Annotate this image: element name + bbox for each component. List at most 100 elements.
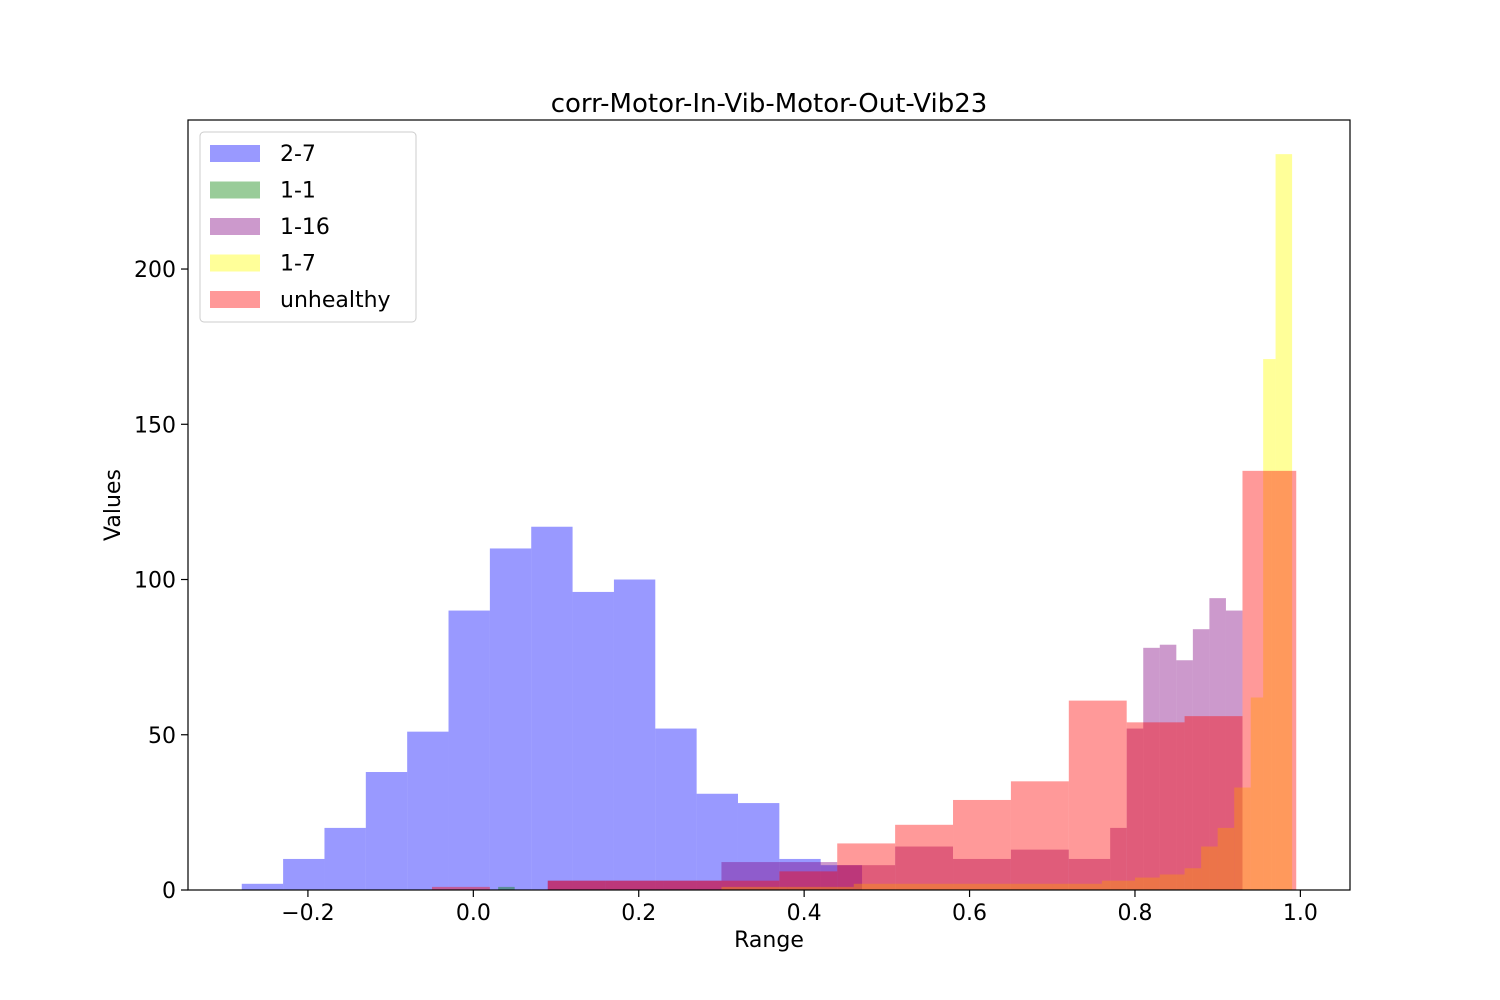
histogram-bar xyxy=(1110,827,1127,890)
histogram-bar xyxy=(721,880,780,890)
series-1-1 xyxy=(498,886,515,890)
histogram-bar xyxy=(1192,629,1210,890)
histogram-bar xyxy=(283,858,325,890)
y-tick-label: 150 xyxy=(134,413,176,438)
histogram-bar xyxy=(1184,868,1202,890)
legend-swatch xyxy=(210,218,260,235)
histogram-bar xyxy=(919,883,987,890)
histogram-bar xyxy=(986,883,1053,890)
legend-box xyxy=(199,131,417,323)
histogram-bar xyxy=(407,731,449,890)
x-axis: −0.2 0.0 0.2 0.4 0.6 0.8 1.0 xyxy=(281,890,1318,926)
histogram-bar xyxy=(1052,883,1102,890)
histogram-bar xyxy=(605,880,664,890)
histogram-bar xyxy=(613,579,656,890)
histogram-bar xyxy=(1209,598,1226,890)
histogram-bar xyxy=(853,883,920,890)
series-1-16 xyxy=(547,598,1243,890)
histogram-bar xyxy=(531,526,573,890)
histogram-bar xyxy=(241,883,284,890)
y-axis: 0 50 100 150 200 xyxy=(134,258,188,904)
histogram-bar xyxy=(779,858,821,890)
histogram-bar xyxy=(1143,647,1160,890)
histogram-bar xyxy=(820,865,863,890)
histogram-bar xyxy=(1184,716,1243,890)
x-tick-label: 0.0 xyxy=(456,901,491,926)
histogram-bar xyxy=(1101,880,1135,890)
histogram-bar xyxy=(1242,470,1272,890)
histogram-bar xyxy=(448,610,490,890)
histogram-bar xyxy=(431,886,490,890)
histogram-bar xyxy=(1271,470,1297,890)
histogram-bar xyxy=(547,880,606,890)
histogram-bar xyxy=(1010,781,1069,890)
histogram-bar xyxy=(1010,849,1069,890)
legend-swatch xyxy=(210,254,260,272)
y-tick-label: 0 xyxy=(162,879,176,904)
legend-label: 1-7 xyxy=(280,252,316,277)
legend-swatch xyxy=(210,145,260,162)
histogram-bar xyxy=(837,843,896,890)
histogram-bar xyxy=(572,591,614,890)
histogram-bar xyxy=(1134,877,1160,890)
histogram-bar xyxy=(1068,858,1111,890)
histogram-bar xyxy=(1068,700,1127,890)
histogram-bar xyxy=(498,886,515,890)
legend-label: unhealthy xyxy=(280,288,391,313)
histogram-bar xyxy=(324,827,366,890)
y-tick-label: 200 xyxy=(134,258,176,283)
plot-area xyxy=(241,154,1297,891)
histogram-bar xyxy=(365,772,408,890)
legend-swatch xyxy=(210,181,260,199)
histogram-bar xyxy=(696,793,738,890)
x-tick-label: 0.8 xyxy=(1117,901,1152,926)
histogram-bar xyxy=(787,886,854,890)
histogram-bar xyxy=(837,865,896,890)
x-axis-label: Range xyxy=(734,928,804,953)
histogram-bar xyxy=(953,858,1011,890)
histogram-bar xyxy=(1126,722,1185,890)
x-tick-label: 0.4 xyxy=(787,901,822,926)
y-tick-label: 100 xyxy=(134,569,176,594)
histogram-bar xyxy=(1201,846,1218,890)
histogram-bar xyxy=(605,880,664,890)
histogram-bar xyxy=(1159,874,1185,890)
series-unhealthy xyxy=(431,470,1297,890)
legend: 2-7 1-1 1-16 1-7 unhealthy xyxy=(199,131,417,323)
legend-label: 1-1 xyxy=(280,179,316,204)
histogram-bar xyxy=(1250,697,1264,890)
histogram-bar xyxy=(895,824,954,890)
histogram-bar xyxy=(895,846,954,890)
axes-frame xyxy=(187,119,1351,891)
legend-label: 2-7 xyxy=(280,142,316,167)
x-tick-label: 0.2 xyxy=(621,901,656,926)
histogram-bar xyxy=(655,728,697,890)
x-tick-label: −0.2 xyxy=(281,901,334,926)
histogram-bar xyxy=(721,862,780,890)
histogram-bar xyxy=(779,871,838,890)
chart-title: corr-Motor-In-Vib-Motor-Out-Vib23 xyxy=(551,89,988,119)
histogram-bar xyxy=(721,886,788,890)
legend-swatch xyxy=(210,291,260,308)
y-tick-label: 50 xyxy=(148,724,176,749)
legend-label: 1-16 xyxy=(280,215,330,240)
histogram-bar xyxy=(1225,610,1243,890)
histogram-bar xyxy=(489,548,532,890)
histogram-bar xyxy=(1217,827,1235,890)
histogram-bar xyxy=(663,880,722,890)
histogram-bar xyxy=(547,880,606,890)
histogram-bar xyxy=(663,880,722,890)
series-2-7 xyxy=(241,526,863,890)
histogram-bar xyxy=(779,862,838,890)
x-tick-label: 0.6 xyxy=(952,901,987,926)
histogram-bar xyxy=(1159,644,1177,890)
x-tick-label: 1.0 xyxy=(1283,901,1318,926)
histogram-bar xyxy=(1126,728,1144,890)
histogram-bar xyxy=(1234,787,1251,890)
y-axis-label: Values xyxy=(101,469,126,541)
histogram-bar xyxy=(1275,154,1293,891)
histogram-bar xyxy=(737,803,780,890)
series-1-7 xyxy=(721,154,1293,891)
